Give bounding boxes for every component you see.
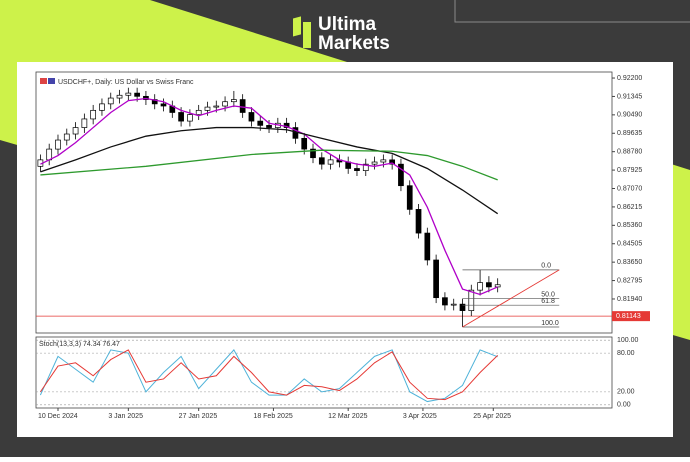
candle-body	[231, 99, 237, 103]
candle-body	[468, 289, 475, 311]
candle-body	[406, 185, 413, 210]
candle-body	[248, 112, 255, 122]
candle-body	[486, 282, 492, 288]
y-tick-label: 0.86215	[617, 204, 642, 211]
y-tick-label: 0.84505	[617, 241, 642, 248]
candle-body	[477, 282, 483, 291]
y-tick-label: 0.82795	[617, 277, 642, 284]
moving-average	[40, 149, 498, 181]
candle-body	[72, 127, 79, 135]
candle-body	[195, 109, 202, 115]
fib-label: 50.0	[541, 291, 555, 298]
x-tick-label: 3 Apr 2025	[403, 413, 437, 420]
logo: Ultima Markets	[293, 14, 390, 54]
stoch-line	[39, 349, 499, 401]
icon	[48, 78, 55, 84]
candle-body	[301, 137, 308, 150]
x-tick-label: 18 Feb 2025	[253, 413, 292, 420]
candle-body	[380, 159, 387, 163]
chart-frame	[35, 71, 613, 334]
candle-body	[494, 284, 501, 288]
y-tick-label: 0.87070	[617, 185, 642, 192]
y-tick-label: 0.91345	[617, 93, 642, 100]
candle-body	[160, 103, 167, 107]
candle-body	[116, 94, 123, 99]
candle-body	[125, 92, 132, 96]
candle-body	[213, 105, 220, 108]
candle-body	[362, 163, 369, 171]
y-tick-label: 0.87925	[617, 167, 642, 174]
candle-body	[371, 161, 378, 165]
stoch-tick-label: 20.00	[617, 389, 635, 396]
candle-body	[63, 133, 70, 141]
candle-body	[90, 109, 97, 120]
fib-label: 61.8	[541, 298, 555, 305]
y-tick-label: 0.89635	[617, 130, 642, 137]
stoch-frame	[35, 336, 613, 409]
candle-body	[310, 148, 316, 159]
candle-body	[450, 303, 457, 306]
candle-body	[134, 92, 140, 97]
candle-body	[107, 97, 114, 105]
y-tick-label: 0.83650	[617, 259, 642, 266]
candle-body	[266, 125, 272, 128]
stoch-tick-label: 80.00	[617, 350, 635, 357]
logo-icon	[293, 16, 301, 37]
candle-body	[327, 159, 334, 165]
moving-average	[40, 97, 498, 296]
y-tick-label: 0.85360	[617, 222, 642, 229]
candle-body	[222, 101, 228, 107]
candle-body	[204, 106, 211, 111]
candle-body	[415, 209, 422, 234]
brand: Ultima	[318, 14, 377, 35]
candle-body	[424, 232, 431, 261]
x-tick-label: 3 Jan 2025	[108, 413, 143, 420]
x-tick-label: 25 Apr 2025	[473, 413, 511, 420]
candle-body	[257, 120, 264, 126]
candle-body	[459, 303, 466, 311]
x-tick-label: 10 Dec 2024	[38, 413, 78, 420]
y-tick-label: 0.81940	[617, 296, 642, 303]
brand: Markets	[318, 33, 390, 54]
candle-body	[389, 159, 396, 165]
y-tick-label: 0.90490	[617, 112, 642, 119]
moving-average	[40, 126, 499, 215]
logo-icon	[303, 22, 311, 48]
candle-body	[55, 139, 61, 150]
candle-body	[99, 103, 105, 111]
candle-body	[178, 112, 184, 122]
panel	[17, 62, 673, 437]
stoch-label: Stoch(13,3,3) 74.34 76.47	[39, 341, 120, 348]
candle-body	[239, 99, 246, 113]
candle-body	[187, 114, 193, 122]
x-tick-label: 12 Mar 2025	[328, 413, 367, 420]
y-tick-label: 0.92200	[617, 75, 642, 82]
stoch-line	[39, 349, 498, 403]
trendline	[462, 269, 560, 328]
price-box	[612, 311, 650, 322]
candle-body	[318, 157, 325, 165]
stoch-tick-label: 100.00	[617, 337, 639, 344]
candle-body	[442, 297, 448, 306]
stoch-tick-label: 0.00	[617, 402, 631, 409]
fib-label: 0.0	[541, 263, 551, 270]
decor-line	[454, 0, 690, 23]
candle-body	[433, 259, 439, 299]
candle-body	[398, 163, 404, 187]
chart-title: USDCHF+, Daily: US Dollar vs Swiss Franc	[58, 79, 194, 86]
y-tick-label: 0.88780	[617, 149, 642, 156]
candle-body	[46, 148, 53, 161]
fib-label: 100.0	[541, 320, 559, 327]
candle-body	[354, 168, 360, 171]
x-tick-label: 27 Jan 2025	[179, 413, 218, 420]
price-label: 0.81143	[616, 313, 641, 320]
icon	[40, 78, 47, 84]
candle-body	[81, 118, 88, 128]
